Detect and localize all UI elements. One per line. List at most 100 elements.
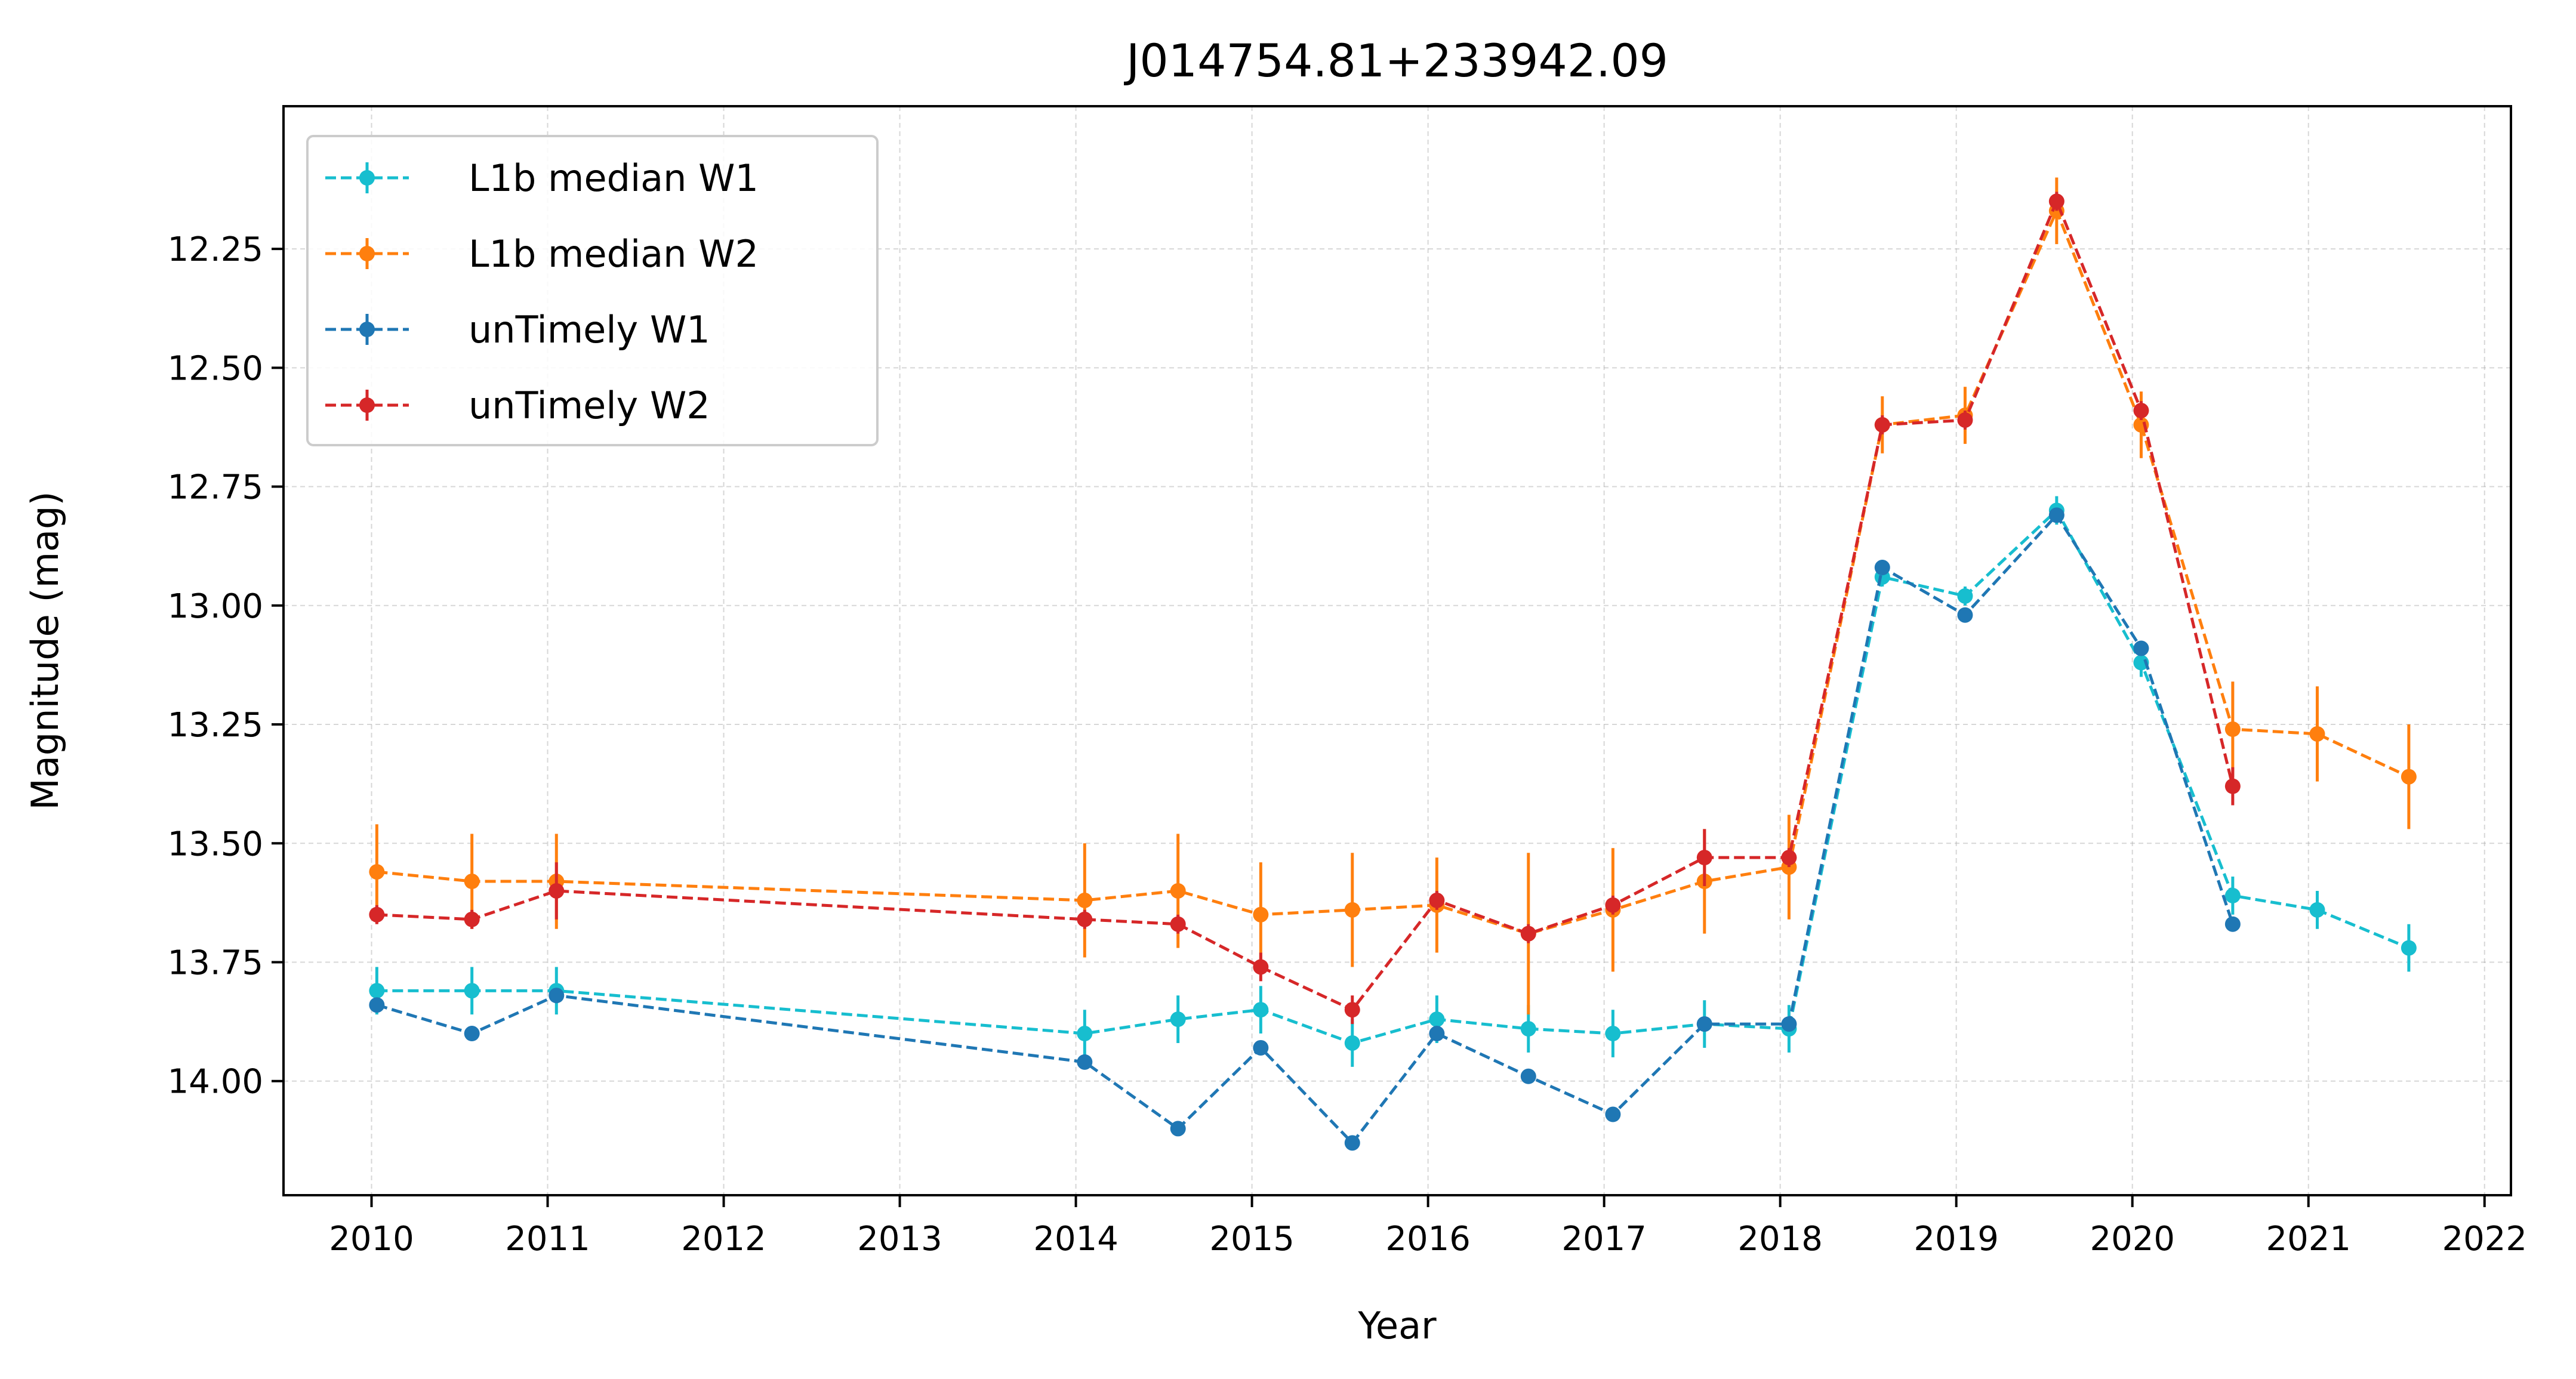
- data-point: [1077, 1054, 1093, 1070]
- data-point: [1170, 1121, 1186, 1137]
- data-point: [1429, 892, 1445, 908]
- data-point: [464, 911, 480, 927]
- x-tick-label: 2022: [2442, 1220, 2527, 1258]
- data-point: [2048, 193, 2065, 209]
- data-point: [1077, 892, 1093, 908]
- data-point: [369, 864, 385, 880]
- legend-label: unTimely W2: [469, 384, 710, 427]
- y-tick-label: 12.25: [168, 230, 263, 269]
- grid: [284, 106, 2511, 1195]
- legend-label: L1b median W1: [469, 156, 759, 200]
- data-point: [2224, 778, 2241, 794]
- data-point: [549, 988, 565, 1004]
- legend-box: [306, 135, 879, 446]
- x-tick-label: 2016: [1385, 1220, 1471, 1258]
- x-tick-label: 2019: [1913, 1220, 1999, 1258]
- x-tick-label: 2010: [329, 1220, 414, 1258]
- data-point: [369, 997, 385, 1013]
- data-point: [1874, 417, 1890, 433]
- legend-item: unTimely W1: [325, 308, 710, 351]
- data-point: [464, 874, 480, 890]
- data-point: [1520, 1021, 1536, 1037]
- legend: L1b median W1 L1b median W2 unTimely W1 unT…: [306, 135, 879, 446]
- data-point: [2224, 887, 2241, 903]
- data-point: [1253, 906, 1269, 923]
- y-tick-label: 13.50: [168, 825, 263, 863]
- data-point: [549, 883, 565, 899]
- y-tick-label: 14.00: [168, 1063, 263, 1102]
- x-tick-label: 2018: [1737, 1220, 1823, 1258]
- data-point: [2224, 916, 2241, 932]
- legend-marker: [359, 397, 375, 413]
- x-tick-label: 2020: [2090, 1220, 2175, 1258]
- y-tick-label: 12.50: [168, 349, 263, 388]
- x-tick-label: 2014: [1033, 1220, 1118, 1258]
- data-point: [1605, 1026, 1621, 1042]
- legend-marker: [359, 246, 375, 261]
- data-point: [1874, 560, 1890, 576]
- data-point: [1696, 850, 1712, 866]
- data-point: [1957, 588, 1973, 604]
- data-point: [2309, 902, 2325, 918]
- data-point: [1605, 1106, 1621, 1122]
- data-point: [1957, 607, 1973, 623]
- data-point: [1253, 959, 1269, 975]
- y-axis-label: Magnitude (mag): [23, 491, 67, 810]
- data-point: [1781, 850, 1797, 866]
- data-point: [369, 906, 385, 923]
- data-point: [1344, 902, 1360, 918]
- data-point: [1344, 1035, 1360, 1051]
- data-point: [1077, 911, 1093, 927]
- legend-label: unTimely W1: [469, 308, 710, 351]
- x-tick-label: 2013: [857, 1220, 942, 1258]
- data-point: [1696, 1016, 1712, 1032]
- series-untimely-w1: [369, 507, 2241, 1151]
- y-tick-label: 13.00: [168, 587, 263, 626]
- chart-title: J014754.81+233942.09: [1124, 34, 1668, 87]
- data-point: [1170, 1011, 1186, 1028]
- x-tick-label: 2012: [681, 1220, 766, 1258]
- data-point: [1077, 1026, 1093, 1042]
- plot-frame: [282, 105, 2512, 1196]
- data-point: [2133, 403, 2149, 419]
- x-axis-label: Year: [1357, 1304, 1437, 1347]
- data-point: [1520, 1068, 1536, 1084]
- y-tick-label: 13.25: [168, 706, 263, 745]
- legend-item: L1b median W1: [325, 156, 759, 200]
- x-tick-label: 2021: [2266, 1220, 2351, 1258]
- data-point: [2401, 769, 2417, 785]
- y-tick-label: 13.75: [168, 943, 263, 982]
- data-point: [1520, 925, 1536, 942]
- series-layer: [369, 177, 2417, 1151]
- data-point: [2133, 655, 2149, 671]
- legend-label: L1b median W2: [469, 232, 759, 276]
- legend-item: unTimely W2: [325, 384, 710, 427]
- legend-marker: [359, 170, 375, 186]
- series-untimely-w2: [369, 192, 2241, 1025]
- series-line: [377, 197, 2235, 1012]
- data-point: [1170, 883, 1186, 899]
- data-point: [1344, 1135, 1360, 1151]
- y-tick-label: 12.75: [168, 468, 263, 507]
- data-point: [2133, 640, 2149, 656]
- data-point: [1253, 1002, 1269, 1018]
- data-point: [464, 1026, 480, 1042]
- data-point: [1781, 1016, 1797, 1032]
- data-point: [2401, 940, 2417, 956]
- x-tick-label: 2015: [1209, 1220, 1295, 1258]
- x-tick-label: 2011: [505, 1220, 590, 1258]
- legend-marker: [359, 322, 375, 337]
- data-point: [2048, 507, 2065, 523]
- x-tick-label: 2017: [1561, 1220, 1647, 1258]
- data-point: [1344, 1002, 1360, 1018]
- data-point: [1605, 897, 1621, 913]
- data-point: [464, 983, 480, 999]
- data-point: [369, 983, 385, 999]
- data-point: [1429, 1026, 1445, 1042]
- data-point: [1429, 1011, 1445, 1028]
- data-point: [2224, 721, 2241, 737]
- data-point: [2309, 726, 2325, 742]
- data-point: [1957, 412, 1973, 428]
- data-point: [1170, 916, 1186, 932]
